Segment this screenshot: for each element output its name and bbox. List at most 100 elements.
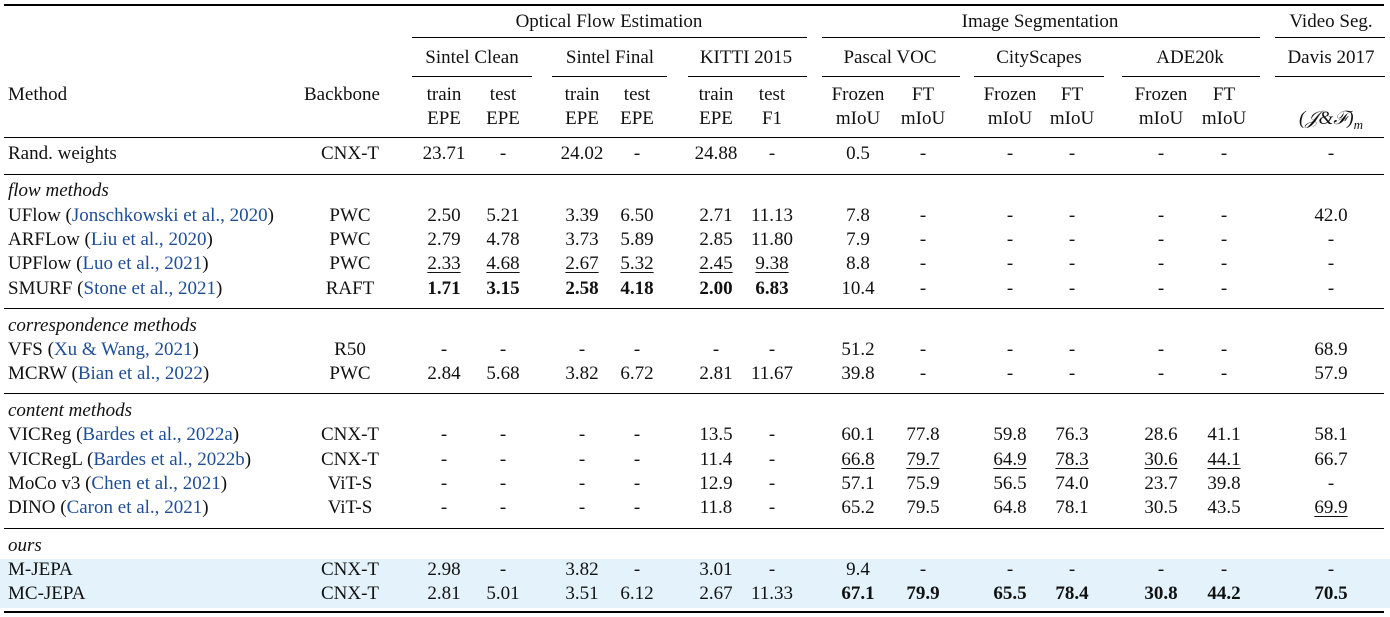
citation-link[interactable]: Stone et al., [83,278,178,299]
value-cell: - [1157,229,1165,250]
value-cell: - [1157,253,1165,274]
subgroup-rule-kitti [688,76,807,77]
citation-link[interactable]: Xu & Wang, [53,339,155,360]
citation-year-link[interactable]: 2022a [186,424,233,445]
value-cell: - [1006,229,1014,250]
section-label-correspondence: correspondence methods [8,315,197,336]
value-cell: - [768,449,776,470]
citation-link[interactable]: Jonschkowski et al., [71,205,230,226]
method-cell: MCRW (Bian et al., 2022) [8,363,210,384]
value-cell: 66.7 [1314,449,1348,470]
value-cell: 2.50 [427,205,461,226]
value-cell: 74.0 [1055,473,1089,494]
value-cell: - [1068,205,1076,226]
value-cell: 2.98 [427,559,461,580]
value-cell: 1.71 [427,278,461,299]
subgroup-pascal: Pascal VOC [843,47,937,68]
value-cell: 3.73 [565,229,599,250]
group-title-optical-flow: Optical Flow Estimation [515,11,703,32]
citation-year-link[interactable]: 2021 [177,278,216,299]
value-cell: 44.1 [1207,449,1241,470]
method-name: UPFlow [8,253,72,274]
value-cell: - [633,449,641,470]
metric-header-bottom-3: EPE [620,108,654,129]
header-rule [4,137,1384,138]
metric-header-bottom-2: EPE [565,108,599,129]
value-cell: - [1157,278,1165,299]
value-cell: - [633,473,641,494]
value-cell: 3.82 [565,559,599,580]
subgroup-ade20k: ADE20k [1156,47,1224,68]
value-cell: 68.9 [1314,339,1348,360]
value-cell: 2.58 [565,278,599,299]
section-label-ours: ours [8,535,42,556]
value-cell: 57.1 [841,473,875,494]
value-cell: 2.67 [699,583,733,604]
citation-link[interactable]: Liu et al., [90,229,169,250]
metric-header-top-6: Frozen [831,84,885,105]
citation-link[interactable]: Luo et al., [82,253,165,274]
value-cell: - [440,424,448,445]
value-cell: - [1327,229,1335,250]
value-cell: 5.89 [620,229,654,250]
metric-header-bottom-6: mIoU [835,108,881,129]
value-cell: 43.5 [1207,497,1241,518]
citation-link[interactable]: Bardes et al., [93,449,198,470]
value-cell: 7.8 [846,205,870,226]
value-cell: - [1327,559,1335,580]
value-cell: 30.6 [1144,449,1178,470]
value-cell: 3.51 [565,583,599,604]
value-cell: 65.5 [993,583,1027,604]
value-cell: - [578,339,586,360]
citation-year-link[interactable]: 2020 [168,229,207,250]
value-cell: - [1220,363,1228,384]
value-cell: - [1220,253,1228,274]
citation-year-link[interactable]: 2021 [164,253,203,274]
value-cell: - [1068,339,1076,360]
metric-header-top-11: FT [1212,84,1236,105]
value-cell: 3.15 [486,278,520,299]
value-cell: 64.9 [993,449,1027,470]
citation-link[interactable]: Bian et al., [77,363,165,384]
value-cell: 58.1 [1314,424,1348,445]
value-cell: 78.4 [1055,583,1089,604]
citation-year-link[interactable]: 2022 [164,363,203,384]
header-method: Method [8,84,68,105]
value-cell: - [768,559,776,580]
metric-header-top-0: train [426,84,462,105]
citation-year-link[interactable]: 2020 [229,205,268,226]
subgroup-sintel-final: Sintel Final [565,47,655,68]
highlight-row-mc-jepa [0,583,1390,608]
value-cell: - [1220,143,1228,164]
citation-link[interactable]: Caron et al., [66,497,165,518]
value-cell: 9.4 [846,559,870,580]
subgroup-rule-cityscapes [974,76,1104,77]
metric-header-top-3: test [623,84,651,105]
backbone-cell: ViT-S [327,497,373,518]
value-cell: 66.8 [841,449,875,470]
group-title-video-seg: Video Seg. [1289,11,1373,32]
value-cell: 77.8 [906,424,940,445]
value-cell: 28.6 [1144,424,1178,445]
value-cell: - [499,143,507,164]
citation-year-link[interactable]: 2021 [164,497,203,518]
value-cell: - [633,559,641,580]
value-cell: 59.8 [993,424,1027,445]
backbone-cell: PWC [329,253,371,274]
value-cell: 10.4 [841,278,875,299]
value-cell: 24.88 [694,143,738,164]
citation-year-link[interactable]: 2022b [197,449,245,470]
value-cell: - [919,253,927,274]
value-cell: - [919,559,927,580]
citation-link[interactable]: Chen et al., [91,473,183,494]
citation-year-link[interactable]: 2021 [182,473,221,494]
group-title-image-seg: Image Segmentation [961,11,1119,32]
value-cell: 79.7 [906,449,940,470]
value-cell: - [440,473,448,494]
subgroup-rule-sintel-final [552,76,667,77]
citation-link[interactable]: Bardes et al., [82,424,187,445]
method-name: VICReg [8,424,72,445]
section-label-flow: flow methods [8,180,109,201]
value-cell: 65.2 [841,497,875,518]
citation-year-link[interactable]: 2021 [154,339,193,360]
